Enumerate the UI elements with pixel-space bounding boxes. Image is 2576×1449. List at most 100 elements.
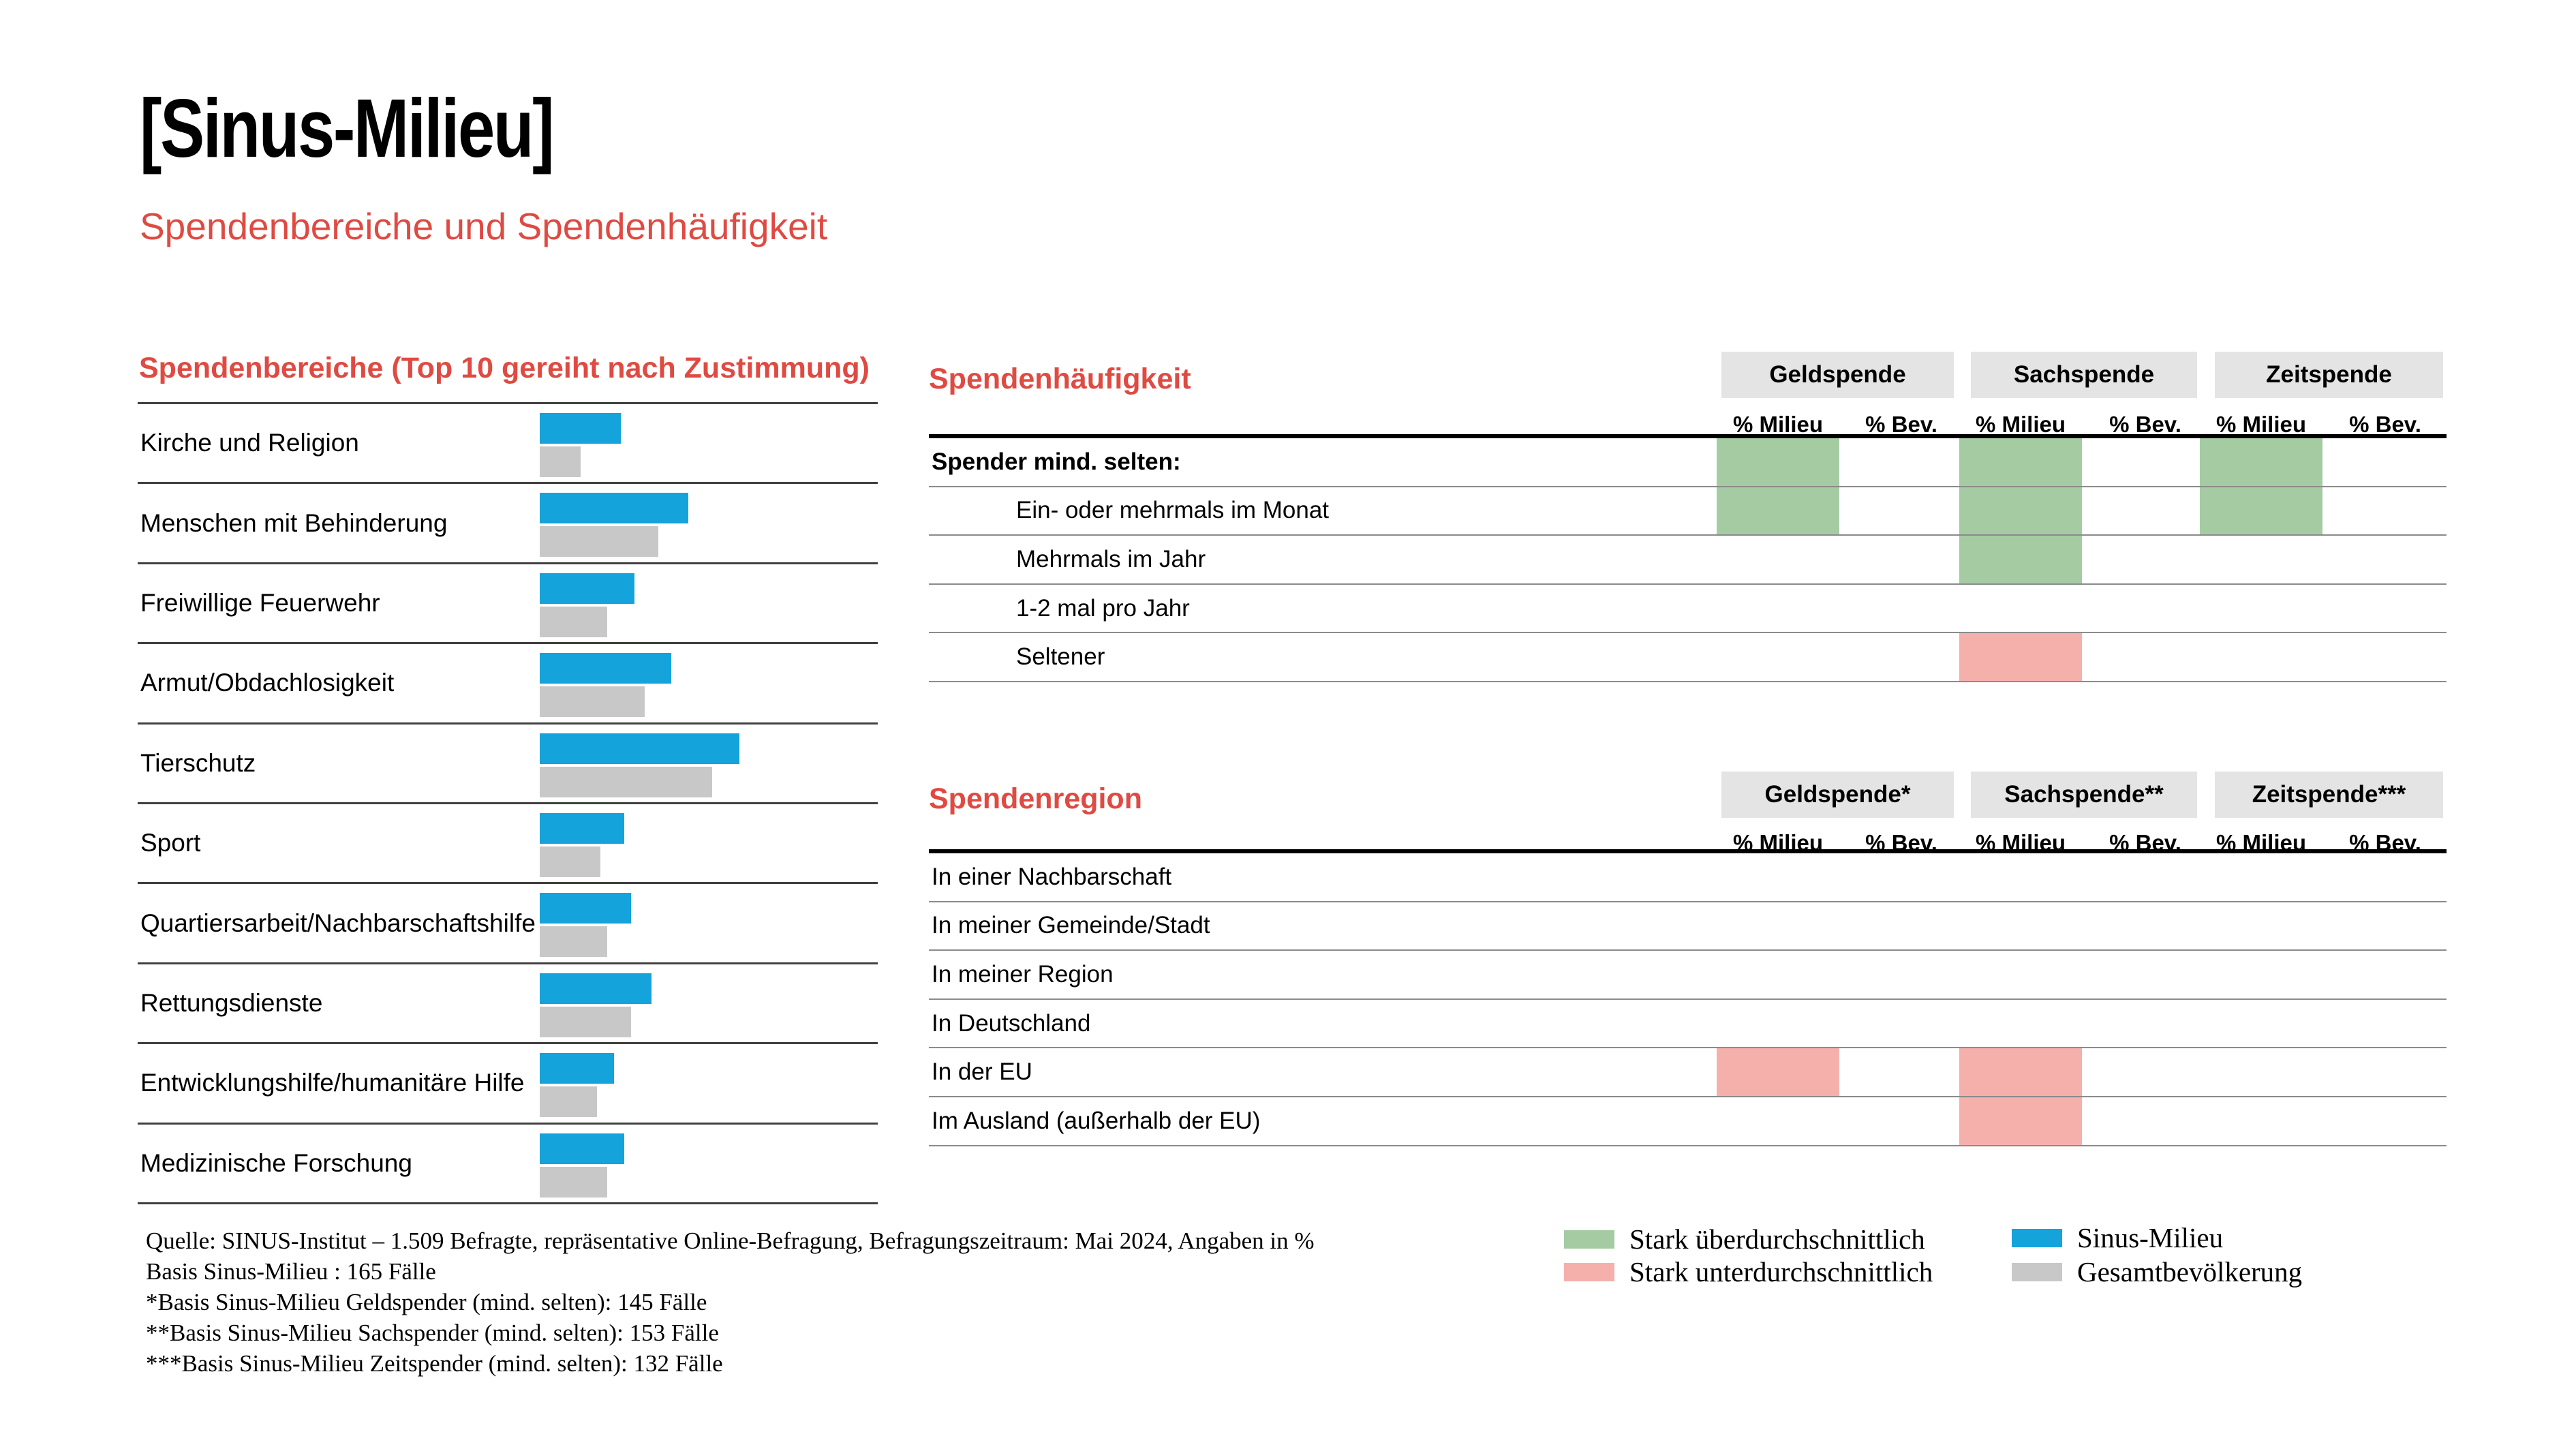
source-line: ***Basis Sinus-Milieu Zeitspender (mind.… [146,1350,723,1377]
table-rows: In einer Nachbarschaft In meiner Gemeind… [929,849,2447,1146]
highlight-cell [1717,536,1839,583]
spendenhaeufigkeit-title: Spendenhäufigkeit [929,363,1191,395]
column-group-sachspende: Sachspende [1971,352,2197,398]
legend-label: Gesamtbevölkerung [2077,1256,2303,1287]
page-title: [Sinus-Milieu] [140,82,555,174]
row-label: In Deutschland [932,1009,1091,1037]
table-row: Im Ausland (außerhalb der EU) [929,1097,2447,1146]
highlight-cell [1717,585,1839,632]
bev-bar [540,1086,598,1118]
legend-item-above: Stark überdurchschnittlich [1564,1223,1925,1255]
bar-track [540,484,878,562]
highlight-cell [2200,1000,2322,1048]
table-row: Spender mind. selten: [929,438,2447,487]
row-label: Mehrmals im Jahr [1016,545,1206,573]
subcol-header-bev: % Bev. [1865,412,1937,437]
column-group-geldspende: Geldspende [1721,352,1954,398]
bev-bar [540,766,712,797]
highlight-cell [1959,853,2082,901]
table-row: Ein- oder mehrmals im Monat [929,487,2447,536]
bar-row: Sport [138,802,878,882]
row-label: In meiner Gemeinde/Stadt [932,912,1210,939]
bev-bar [540,926,608,958]
table-row: In einer Nachbarschaft [929,853,2447,902]
spendenhaeufigkeit-table: Spendenhäufigkeit Geldspende Sachspende … [929,352,2447,682]
highlight-cell [2200,536,2322,583]
milieu-bar [540,1133,624,1164]
column-group-sachspende: Sachspende** [1971,772,2197,818]
blue-swatch [2012,1228,2062,1247]
bar-category-label: Rettungsdienste [140,988,323,1017]
table-row: Seltener [929,633,2447,682]
subcol-header-milieu: % Milieu [2215,412,2307,437]
highlight-cell [1717,853,1839,901]
row-label: 1-2 mal pro Jahr [1016,594,1190,622]
green-swatch [1564,1230,1614,1249]
table-row: In meiner Region [929,951,2447,1000]
page-subtitle: Spendenbereiche und Spendenhäufigkeit [140,205,828,247]
source-line: *Basis Sinus-Milieu Geldspender (mind. s… [146,1289,707,1315]
highlight-cell [1717,1048,1839,1096]
highlight-cell [1717,438,1839,486]
bar-category-label: Armut/Obdachlosigkeit [140,669,395,697]
bar-track [540,644,878,722]
bar-category-label: Medizinische Forschung [140,1148,412,1177]
bar-row: Armut/Obdachlosigkeit [138,642,878,722]
bar-category-label: Freiwillige Feuerwehr [140,588,380,617]
milieu-bar [540,573,634,604]
bev-bar [540,1006,631,1037]
source-line: **Basis Sinus-Milieu Sachspender (mind. … [146,1320,719,1346]
legend-label: Stark überdurchschnittlich [1629,1223,1925,1255]
highlight-cell [2200,853,2322,901]
bar-row: Kirche und Religion [138,402,878,482]
highlight-cell [1959,902,2082,950]
bar-category-label: Menschen mit Behinderung [140,508,448,537]
spendenregion-table: Spendenregion Geldspende* Sachspende** Z… [929,765,2447,1146]
highlight-cell [1717,1000,1839,1048]
table-row: In meiner Gemeinde/Stadt [929,902,2447,951]
bar-row: Freiwillige Feuerwehr [138,562,878,642]
milieu-bar [540,973,651,1004]
source-line: Basis Sinus-Milieu : 165 Fälle [146,1258,436,1285]
bev-bar [540,446,581,477]
spendenregion-title: Spendenregion [929,782,1142,815]
highlight-cell [1959,487,2082,535]
subcol-header-bev: % Bev. [2109,412,2181,437]
subcol-header-milieu: % Milieu [1975,412,2066,437]
legend-item-milieu: Sinus-Milieu [2012,1221,2223,1254]
highlight-cell [1959,633,2082,681]
row-label: Ein- oder mehrmals im Monat [1016,497,1330,524]
highlight-cell [2200,633,2322,681]
spendenbereiche-title: Spendenbereiche (Top 10 gereiht nach Zus… [139,352,870,384]
milieu-bar [540,413,622,444]
bar-row: Tierschutz [138,722,878,802]
row-label: In einer Nachbarschaft [932,863,1172,890]
bar-row: Entwicklungshilfe/humanitäre Hilfe [138,1042,878,1122]
row-label: In meiner Region [932,960,1114,988]
bar-category-label: Tierschutz [140,748,256,777]
bar-category-label: Entwicklungshilfe/humanitäre Hilfe [140,1069,525,1097]
column-group-zeitspende: Zeitspende [2215,352,2443,398]
highlight-cell [1959,1000,2082,1048]
row-label: Seltener [1016,643,1105,671]
milieu-bar [540,1053,615,1084]
bev-bar [540,1166,608,1198]
table-row: In Deutschland [929,1000,2447,1049]
row-label: Spender mind. selten: [932,448,1181,475]
bar-row: Rettungsdienste [138,962,878,1042]
milieu-bar [540,653,672,684]
table-row: 1-2 mal pro Jahr [929,585,2447,634]
highlight-cell [2200,585,2322,632]
bev-bar [540,606,608,637]
bar-category-label: Sport [140,829,201,857]
highlight-cell [1717,902,1839,950]
highlight-cell [2200,1097,2322,1145]
bar-row: Medizinische Forschung [138,1122,878,1202]
highlight-cell [2200,902,2322,950]
bev-bar [540,686,645,718]
milieu-bar [540,893,631,924]
source-line: Quelle: SINUS-Institut – 1.509 Befragte,… [146,1227,1315,1254]
highlight-cell [1959,951,2082,998]
highlight-cell [1959,536,2082,583]
milieu-bar [540,493,689,524]
